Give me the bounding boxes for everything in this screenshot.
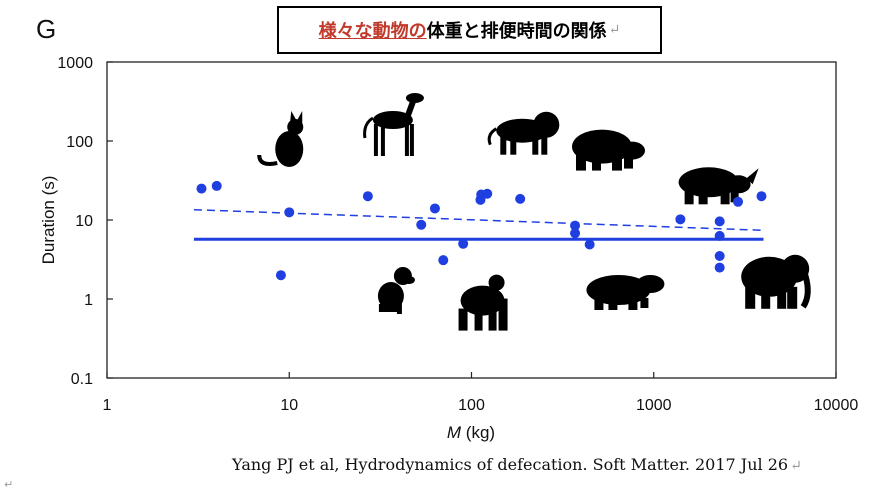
y-tick-label: 0.1 <box>71 371 93 388</box>
data-point <box>714 216 725 227</box>
data-point <box>675 214 686 225</box>
x-tick-label: 1 <box>103 397 112 414</box>
fit-lines <box>193 208 764 241</box>
y-tick-label: 1 <box>84 292 93 309</box>
gorilla-silhouette <box>458 274 508 331</box>
dog-silhouette <box>363 92 424 156</box>
y-axis: 0.1 1 10 100 1000 <box>57 55 113 388</box>
data-point <box>733 196 744 207</box>
y-tick-label: 1000 <box>57 55 93 72</box>
data-point <box>714 230 725 241</box>
x-tick-label: 10000 <box>814 397 859 414</box>
title-box: 様々な動物の 体重と排便時間の関係 ↵ <box>277 6 662 54</box>
data-point <box>515 193 526 204</box>
citation: Yang PJ et al, Hydrodynamics of defecati… <box>232 455 802 474</box>
data-point <box>429 203 440 214</box>
title-rest: 体重と排便時間の関係 <box>426 21 607 42</box>
animal-silhouettes <box>257 92 811 331</box>
data-point <box>211 180 222 191</box>
data-point <box>570 228 581 239</box>
panel-letter: G <box>36 14 57 44</box>
data-point <box>416 219 427 230</box>
data-point <box>570 220 581 231</box>
elephant-silhouette <box>741 254 811 309</box>
y-tick-label: 100 <box>66 134 93 151</box>
data-point <box>482 188 493 199</box>
cat-silhouette <box>257 111 304 167</box>
bear-silhouette <box>571 129 645 171</box>
data-point <box>275 270 286 281</box>
title-highlight: 様々な動物の <box>318 21 427 42</box>
y-axis-title: Duration (s) <box>39 176 58 265</box>
data-point <box>714 262 725 273</box>
corner-return-mark: ↵ <box>4 478 14 491</box>
data-point <box>196 183 207 194</box>
citation-return-mark: ↵ <box>790 458 802 474</box>
x-tick-label: 10 <box>280 397 298 414</box>
x-axis: 1 10 100 1000 10000 <box>103 372 859 414</box>
lion-silhouette <box>487 111 560 155</box>
small-dog-silhouette <box>377 266 415 314</box>
x-axis-title: M (kg) <box>447 423 495 442</box>
x-axis-title-symbol: M <box>447 423 462 442</box>
data-point <box>362 191 373 202</box>
citation-text: Yang PJ et al, Hydrodynamics of defecati… <box>232 455 789 474</box>
data-point <box>458 238 469 249</box>
data-point <box>584 239 595 250</box>
data-points <box>196 180 767 281</box>
x-tick-label: 100 <box>458 397 485 414</box>
data-point <box>284 207 295 218</box>
rhino-silhouette <box>678 167 759 205</box>
data-point <box>438 255 449 266</box>
x-axis-title-unit: (kg) <box>461 423 495 442</box>
hippo-silhouette <box>586 274 665 310</box>
x-tick-label: 1000 <box>636 397 672 414</box>
y-tick-label: 10 <box>75 213 93 230</box>
data-point <box>756 191 767 202</box>
data-point <box>714 251 725 262</box>
title-return-mark: ↵ <box>608 22 621 38</box>
